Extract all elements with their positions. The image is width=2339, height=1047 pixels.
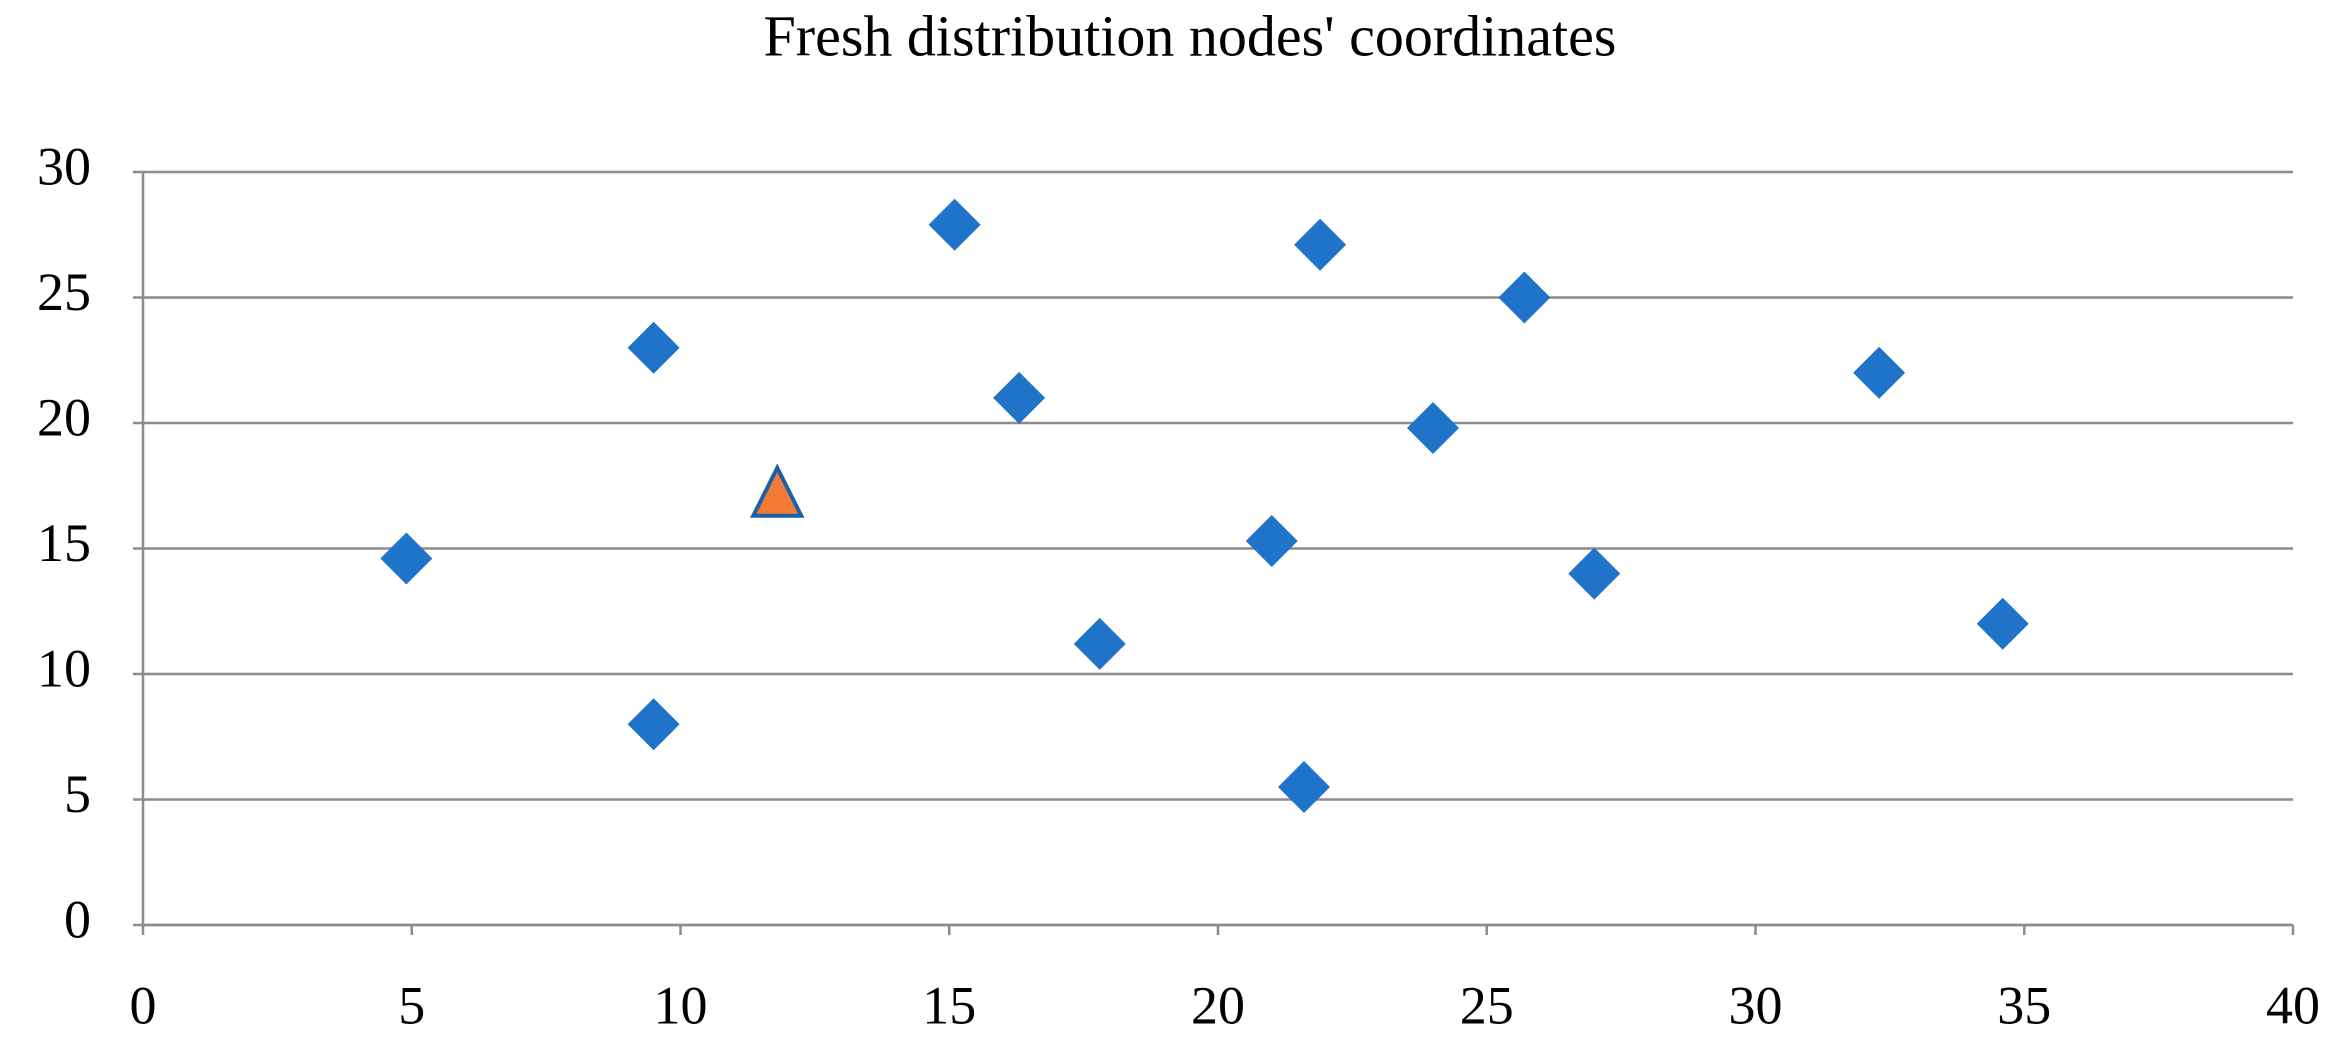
y-tick-label: 25 — [37, 262, 91, 322]
x-tick-label: 0 — [130, 975, 157, 1035]
scatter-point — [380, 532, 433, 585]
x-tick-label: 15 — [922, 975, 976, 1035]
chart-title: Fresh distribution nodes' coordinates — [764, 3, 1617, 68]
scatter-point — [627, 321, 680, 374]
y-tick-label: 5 — [64, 764, 91, 824]
x-tick-label: 30 — [1729, 975, 1783, 1035]
y-tick-label: 10 — [37, 638, 91, 698]
scatter-point — [1976, 597, 2029, 650]
scatter-point — [1294, 218, 1347, 271]
scatter-point — [750, 463, 805, 518]
scatter-point — [928, 198, 981, 251]
scatter-point — [627, 698, 680, 751]
scatter-point — [993, 371, 1046, 424]
y-tick-label: 15 — [37, 513, 91, 573]
x-tick-label: 40 — [2266, 975, 2320, 1035]
scatter-point — [1073, 617, 1126, 670]
x-tick-label: 20 — [1191, 975, 1245, 1035]
scatter-point — [1853, 346, 1906, 399]
x-tick-label: 35 — [1997, 975, 2051, 1035]
scatter-point — [1245, 514, 1298, 567]
y-tick-label: 0 — [64, 889, 91, 949]
x-tick-label: 25 — [1460, 975, 1514, 1035]
y-tick-label: 30 — [37, 136, 91, 196]
scatter-point — [1568, 547, 1621, 600]
scatter-point — [1278, 760, 1330, 813]
x-tick-label: 5 — [398, 975, 425, 1035]
x-tick-label: 10 — [654, 975, 708, 1035]
scatter-point — [1407, 402, 1459, 455]
scatter-point — [1498, 271, 1551, 324]
y-tick-label: 20 — [37, 387, 91, 447]
